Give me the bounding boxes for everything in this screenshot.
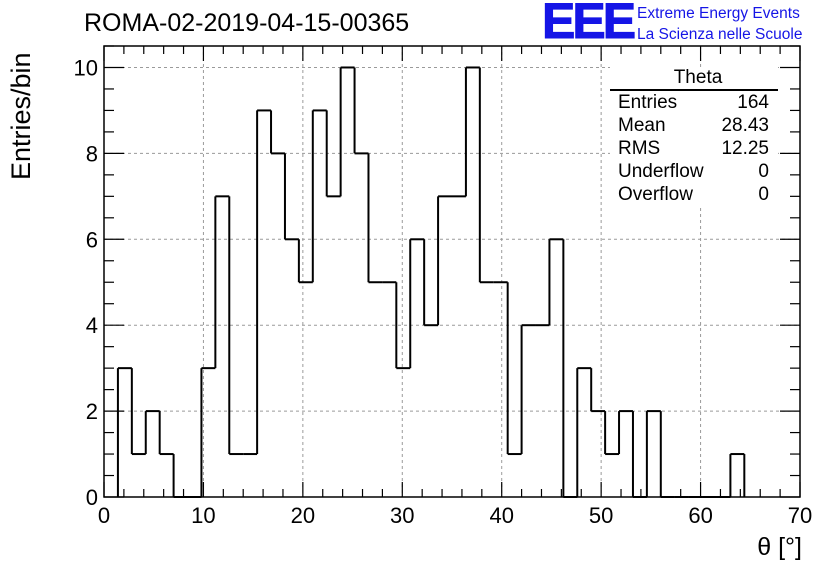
y-tick-label: 6 xyxy=(86,227,98,252)
x-tick-label: 60 xyxy=(688,503,712,528)
logo-text-line1: Extreme Energy Events xyxy=(637,5,800,22)
x-tick-label: 20 xyxy=(291,503,315,528)
grid xyxy=(104,46,800,497)
y-tick-label: 0 xyxy=(86,485,98,510)
x-tick-label: 30 xyxy=(390,503,414,528)
stats-row-entries: Entries 164 xyxy=(610,91,778,114)
x-tick-label: 0 xyxy=(98,503,110,528)
stats-value: 164 xyxy=(737,92,769,113)
x-tick-label: 10 xyxy=(191,503,215,528)
stats-title: Theta xyxy=(610,67,778,91)
logo-text-line2: La Scienza nelle Scuole xyxy=(637,26,803,43)
stats-row-mean: Mean 28.43 xyxy=(610,114,778,137)
stats-value: 0 xyxy=(758,184,769,205)
stats-row-underflow: Underflow 0 xyxy=(610,160,778,183)
stats-box: Theta Entries 164 Mean 28.43 RMS 12.25 U… xyxy=(610,67,778,206)
x-tick-label: 40 xyxy=(489,503,513,528)
stats-label: Overflow xyxy=(618,184,693,205)
y-tick-label: 10 xyxy=(74,55,98,80)
stats-value: 28.43 xyxy=(721,115,769,136)
stats-value: 0 xyxy=(758,161,769,182)
plot-frame xyxy=(103,45,801,498)
x-axis-label: θ [°] xyxy=(757,533,802,561)
stats-row-rms: RMS 12.25 xyxy=(610,137,778,160)
eee-logo-mark: EEE xyxy=(541,0,636,49)
stats-label: Mean xyxy=(618,115,666,136)
y-axis-label: Entries/bin xyxy=(6,52,36,180)
y-tick-label: 4 xyxy=(86,313,98,338)
y-tick-label: 2 xyxy=(86,399,98,424)
tick-labels: 0 10 20 30 40 50 60 70 0 2 4 6 8 10 xyxy=(74,55,813,528)
stats-label: Entries xyxy=(618,92,678,113)
y-tick-label: 8 xyxy=(86,141,98,166)
stats-row-overflow: Overflow 0 xyxy=(610,183,778,206)
run-title: ROMA-02-2019-04-15-00365 xyxy=(84,9,410,37)
x-tick-label: 50 xyxy=(589,503,613,528)
x-tick-label: 70 xyxy=(788,503,812,528)
stats-value: 12.25 xyxy=(721,138,769,159)
stats-label: Underflow xyxy=(618,161,704,182)
stats-label: RMS xyxy=(618,138,661,159)
histogram-bins xyxy=(116,66,746,498)
